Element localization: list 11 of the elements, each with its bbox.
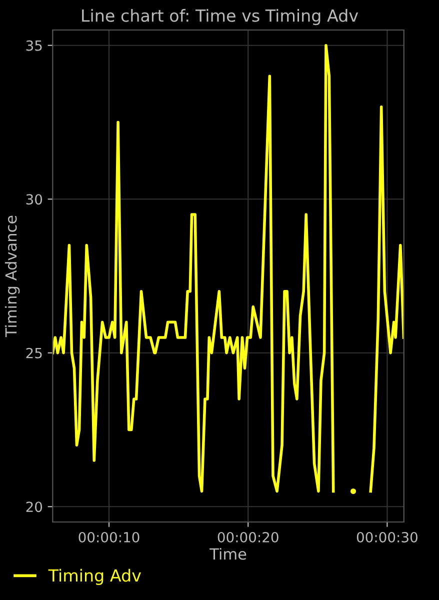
y-tick-label: 30 [26,194,42,205]
x-axis-title: Time [210,548,246,560]
y-tick-label: 25 [26,348,42,358]
x-tick-label: 00:00:10 [78,532,140,542]
y-tick-label: 20 [26,502,42,512]
chart-title: Line chart of: Time vs Timing Adv [82,9,358,26]
x-tick-label: 00:00:20 [218,532,278,542]
x-tick-label: 00:00:30 [356,532,418,542]
legend-label: Timing Adv [48,568,141,585]
y-axis-title: Timing Advance [4,216,20,338]
y-tick-label: 35 [26,40,42,51]
